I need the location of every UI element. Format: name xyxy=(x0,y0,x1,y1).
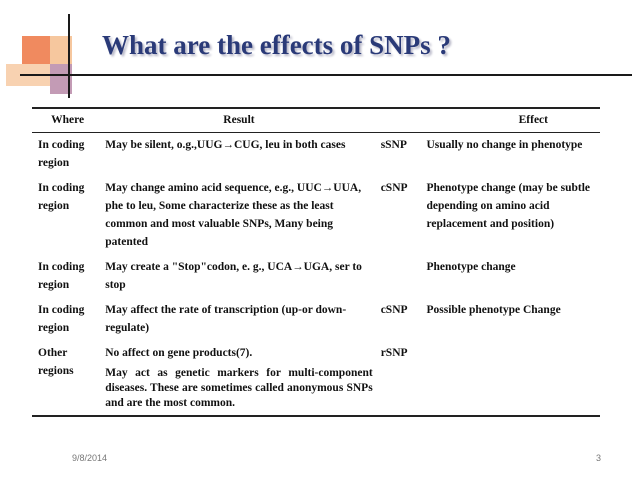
cell-result-extra: May act as genetic markers for multi-com… xyxy=(105,367,373,409)
cell-result: May affect the rate of transcription (up… xyxy=(105,304,347,334)
table-row: In coding region May create a "Stop"codo… xyxy=(32,255,600,298)
snp-effects-table: Where Result Effect In coding region May… xyxy=(32,107,600,417)
cell-result: May create a "Stop"codon, e. g., UCA→UGA… xyxy=(105,261,362,291)
cell-where: In coding region xyxy=(38,304,85,334)
cell-where: In coding region xyxy=(38,139,85,169)
cell-effect: Possible phenotype Change xyxy=(426,304,561,316)
cell-effect: Phenotype change (may be subtle dependin… xyxy=(426,182,591,230)
footer-date: 9/8/2014 xyxy=(72,453,108,463)
header-where: Where xyxy=(32,107,102,133)
cell-result: May change amino acid sequence, e.g., UU… xyxy=(105,182,362,248)
slide-number: 3 xyxy=(596,453,602,463)
decor-vertical-line xyxy=(68,14,70,98)
header-effect: Effect xyxy=(422,107,600,133)
cell-effect: Usually no change in phenotype xyxy=(426,139,583,151)
cell-where: In coding region xyxy=(38,261,85,291)
decor-square-mauve xyxy=(50,64,72,94)
header-result: Result xyxy=(101,107,377,133)
decor-square-peach xyxy=(50,36,72,64)
table-row: In coding region May affect the rate of … xyxy=(32,298,600,341)
cell-effect: Phenotype change xyxy=(426,261,516,273)
cell-snp-type xyxy=(377,255,423,298)
header-snp-type xyxy=(376,107,423,133)
table-row: Other regions No affect on gene products… xyxy=(32,341,600,417)
cell-snp-type: cSNP xyxy=(380,304,408,316)
cell-effect xyxy=(422,341,600,417)
cell-snp-type: sSNP xyxy=(380,139,407,151)
table-row: In coding region May be silent, o.g.,UUG… xyxy=(32,133,600,177)
cell-snp-type: rSNP xyxy=(376,341,423,417)
cell-result: May be silent, o.g.,UUG→CUG, leu in both… xyxy=(105,139,346,151)
cell-result: No affect on gene products(7). May act a… xyxy=(101,341,377,417)
table-row: In coding region May change amino acid s… xyxy=(32,176,600,255)
table-header-row: Where Result Effect xyxy=(32,107,600,133)
decor-square-orange xyxy=(22,36,50,64)
cell-where: In coding region xyxy=(38,182,85,212)
slide-title: What are the effects of SNPs ? xyxy=(102,30,451,60)
decor-horizontal-line xyxy=(20,74,632,76)
cell-where: Other regions xyxy=(32,341,102,417)
cell-result-main: No affect on gene products(7). xyxy=(105,347,253,359)
cell-snp-type: cSNP xyxy=(380,182,408,194)
